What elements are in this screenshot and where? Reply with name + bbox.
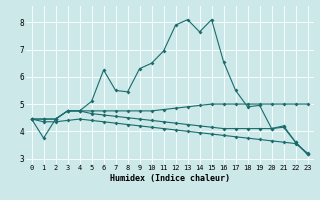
- X-axis label: Humidex (Indice chaleur): Humidex (Indice chaleur): [109, 174, 230, 183]
